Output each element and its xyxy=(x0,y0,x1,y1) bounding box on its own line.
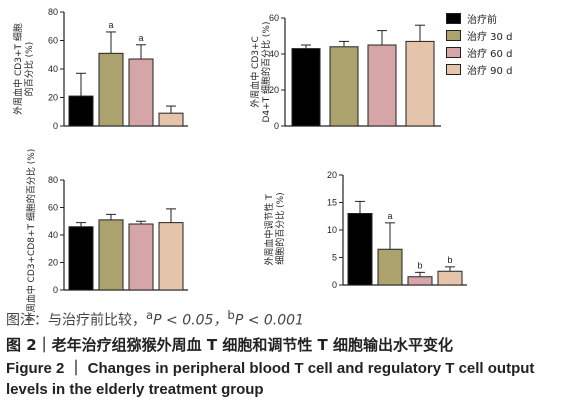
y-tick-label: 20 xyxy=(48,258,58,268)
legend-item: 治疗 60 d xyxy=(446,44,566,61)
bar xyxy=(347,213,373,286)
y-tick-label: 20 xyxy=(327,170,337,180)
y-axis-label-line: 外周血中 CD3+CD8+T 细胞的百分比 (%) xyxy=(25,149,37,322)
y-axis-label: 外周血中 CD3+T 细胞的百分比 (%) xyxy=(12,23,35,115)
legend-swatch xyxy=(446,13,461,24)
y-tick-label: 20 xyxy=(48,93,58,103)
bar xyxy=(405,40,435,127)
legend-swatch xyxy=(446,30,461,41)
y-tick-label: 15 xyxy=(327,198,337,208)
y-tick-label: 80 xyxy=(48,7,58,17)
bar xyxy=(329,46,359,127)
legend-item: 治疗 90 d xyxy=(446,61,566,78)
y-axis-label-line: 外周血中 CD3+T 细胞 xyxy=(12,23,24,115)
y-axis-label-line: 的百分比 (%) xyxy=(23,42,35,96)
significance-label: b xyxy=(447,255,452,265)
bar xyxy=(407,276,433,286)
legend-item: 治疗前 xyxy=(446,10,566,27)
y-axis-label: 外周血中 CD3+CD4+T 细胞的百分比 (%) xyxy=(249,22,272,123)
bar xyxy=(437,270,463,286)
bar xyxy=(377,248,403,286)
y-tick-label: 40 xyxy=(48,230,58,240)
bar xyxy=(98,219,124,291)
significance-label: a xyxy=(108,20,113,30)
chart-cd3-cd8: 0 20 40 60 80 外周血中 CD3+CD8+T 细胞的百分比 (%) xyxy=(25,149,188,321)
y-tick-label: 10 xyxy=(327,225,337,235)
y-tick-label: 60 xyxy=(269,13,279,23)
chart-cd3: 0 20 40 60 80 a a 外周血中 CD3+T 细胞的百分比 (%) xyxy=(12,7,188,131)
bar xyxy=(158,112,184,127)
note-b-text: P < 0.001 xyxy=(234,312,304,329)
y-tick-label: 80 xyxy=(48,175,58,185)
note-a-text: P < 0.05， xyxy=(153,312,228,329)
legend-label: 治疗前 xyxy=(467,15,497,26)
y-tick-label: 0 xyxy=(274,121,279,131)
bar xyxy=(128,223,154,291)
chart-treg: 0 5 10 15 20 a b b 外周血中调节性 T 细胞的百分比 (%) xyxy=(263,170,467,290)
bar xyxy=(128,58,154,127)
bar xyxy=(98,52,124,127)
y-tick-label: 0 xyxy=(53,121,58,131)
legend: 治疗前 治疗 30 d 治疗 60 d 治疗 90 d xyxy=(446,10,566,78)
figure-note: 图注：与治疗前比较，aP < 0.05，bP < 0.001 xyxy=(6,308,304,330)
y-axis-label-line: D4+T 细胞的百分比 (%) xyxy=(260,22,272,123)
note-a-sup: a xyxy=(146,308,154,322)
y-tick-label: 0 xyxy=(53,285,58,295)
note-prefix: 图注：与治疗前比较， xyxy=(6,312,146,329)
legend-label: 治疗 60 d xyxy=(467,49,513,60)
legend-swatch xyxy=(446,64,461,75)
bar xyxy=(291,48,321,127)
y-tick-label: 5 xyxy=(332,253,337,263)
y-tick-label: 60 xyxy=(48,36,58,46)
y-tick-label: 40 xyxy=(269,49,279,59)
legend-label: 治疗 30 d xyxy=(467,32,513,43)
significance-label: a xyxy=(387,211,392,221)
legend-swatch xyxy=(446,47,461,58)
bar xyxy=(367,44,397,127)
y-axis-label: 外周血中 CD3+CD8+T 细胞的百分比 (%) xyxy=(25,149,37,322)
y-axis-label: 外周血中调节性 T 细胞的百分比 (%) xyxy=(263,192,286,267)
caption-english: Figure 2 ｜ Changes in peripheral blood T… xyxy=(6,360,535,398)
bar xyxy=(68,226,94,291)
y-tick-label: 20 xyxy=(269,85,279,95)
y-tick-label: 60 xyxy=(48,203,58,213)
legend-label: 治疗 90 d xyxy=(467,66,513,77)
y-tick-label: 0 xyxy=(332,280,337,290)
significance-label: b xyxy=(417,260,422,270)
y-axis-label-line: 外周血中调节性 T xyxy=(263,194,275,266)
note-b-sup: b xyxy=(227,308,235,322)
y-tick-label: 40 xyxy=(48,64,58,74)
bar xyxy=(68,95,94,127)
bar xyxy=(158,222,184,291)
y-axis-label-line: 外周血中 CD3+C xyxy=(249,36,261,108)
legend-item: 治疗 30 d xyxy=(446,27,566,44)
caption-chinese: 图 2｜老年治疗组猕猴外周血 T 细胞和调节性 T 细胞输出水平变化 xyxy=(6,336,454,354)
y-axis-label-line: 细胞的百分比 (%) xyxy=(274,192,286,267)
significance-label: a xyxy=(138,33,143,43)
